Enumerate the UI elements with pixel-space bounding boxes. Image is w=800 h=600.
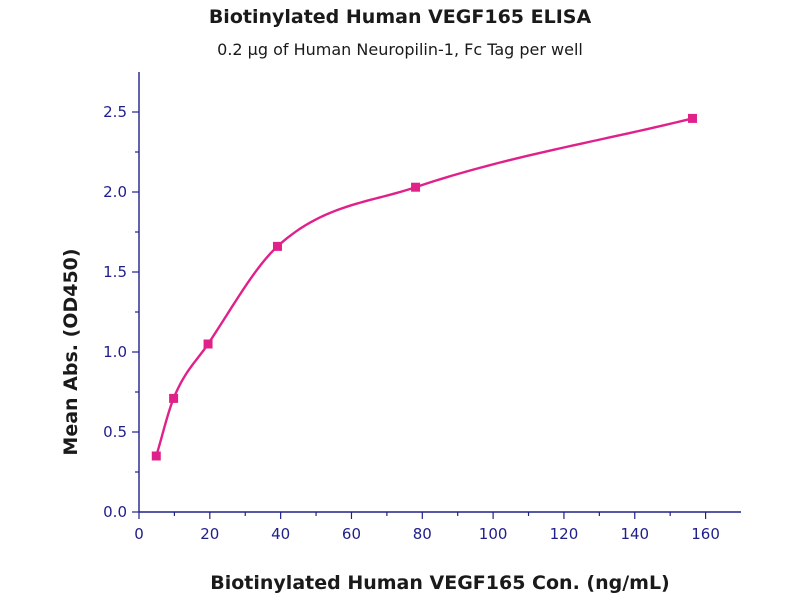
y-tick-label: 0.0 xyxy=(103,503,127,521)
axes: 0.0 0.5 1.0 1.5 2.0 2.5 0 20 40 60 80 100 120 140 160 xyxy=(103,72,741,543)
chart-subtitle: 0.2 μg of Human Neuropilin-1, Fc Tag per… xyxy=(217,40,583,59)
y-tick-label: 0.5 xyxy=(103,423,127,441)
x-tick-label: 60 xyxy=(342,525,361,543)
fit-curve xyxy=(155,117,693,457)
data-point xyxy=(151,451,161,461)
data-points xyxy=(151,113,697,461)
y-tick-label: 2.5 xyxy=(103,103,127,121)
axis-labels: Biotinylated Human VEGF165 Con. (ng/mL) … xyxy=(60,248,670,594)
x-tick-label: 140 xyxy=(620,525,649,543)
x-tick-label: 100 xyxy=(479,525,508,543)
data-point xyxy=(411,182,421,192)
data-point xyxy=(272,241,282,251)
x-tick-label: 160 xyxy=(691,525,720,543)
x-tick-label: 0 xyxy=(134,525,144,543)
chart-title: Biotinylated Human VEGF165 ELISA xyxy=(208,6,592,28)
data-point xyxy=(169,393,179,403)
x-axis-title: Biotinylated Human VEGF165 Con. (ng/mL) xyxy=(210,572,670,594)
x-tick-label: 40 xyxy=(271,525,290,543)
y-tick-label: 2.0 xyxy=(103,183,127,201)
x-tick-label: 20 xyxy=(200,525,219,543)
x-tick-label: 120 xyxy=(550,525,579,543)
y-tick-label: 1.0 xyxy=(103,343,127,361)
y-axis-title: Mean Abs. (OD450) xyxy=(60,248,82,455)
data-point xyxy=(687,113,697,123)
data-point xyxy=(203,339,213,349)
x-tick-label: 80 xyxy=(413,525,432,543)
fit-curve-layer xyxy=(155,117,693,457)
y-tick-label: 1.5 xyxy=(103,263,127,281)
